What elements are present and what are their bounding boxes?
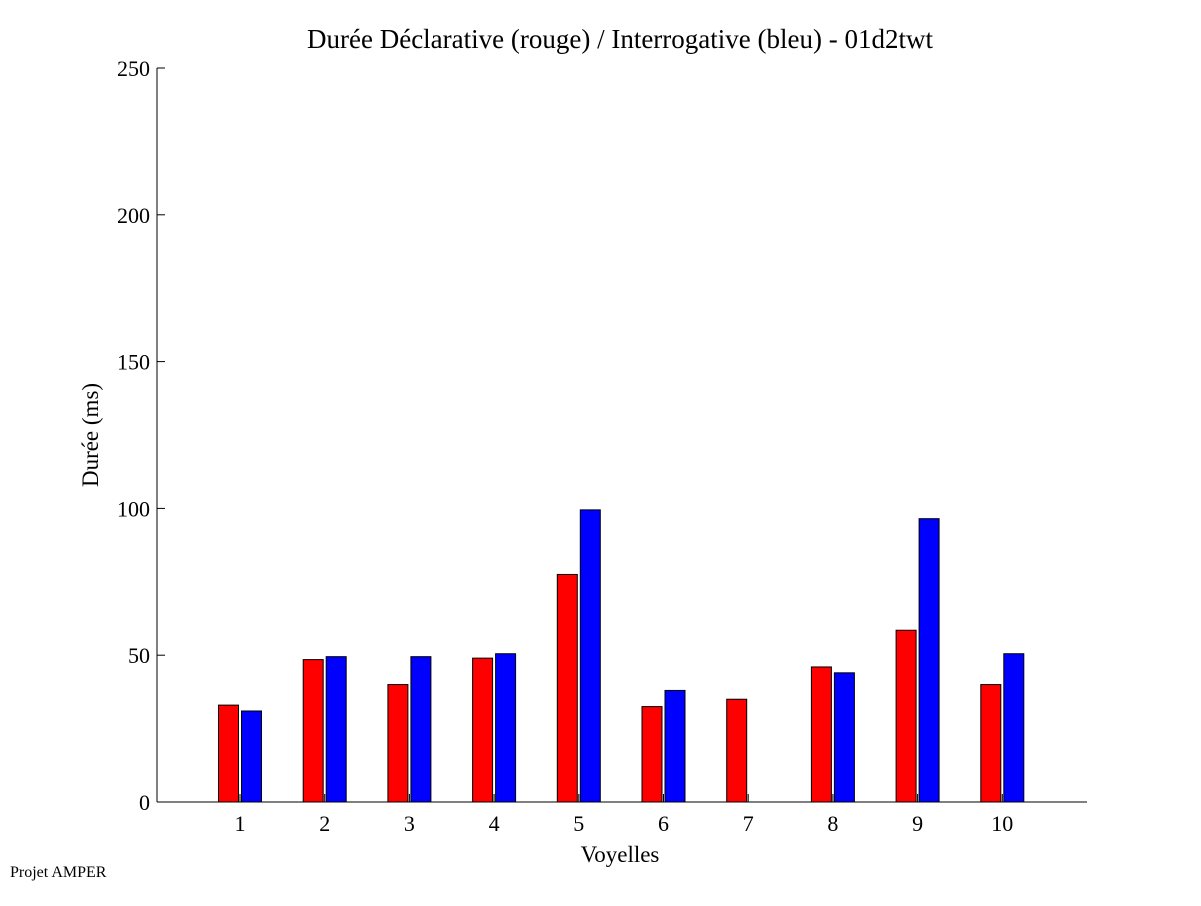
ticks-layer: 0 50 100 150 200 250 1 2 3 4 5 6 7 8 9 10 [117,56,1013,836]
bar-series2-cat10 [1003,653,1025,803]
bar-series2-cat1 [241,710,262,803]
bar-series1-cat4 [472,657,494,803]
x-tick-label-5: 5 [573,811,584,836]
x-tick-label-7: 7 [743,811,754,836]
x-tick-label-8: 8 [827,811,838,836]
bar-series1-cat2 [302,659,324,803]
bar-series2-cat9 [918,518,940,803]
x-tick-label-2: 2 [319,811,330,836]
bar-series2-cat4 [495,653,517,803]
x-tick-label-10: 10 [991,811,1013,836]
footer-note: Projet AMPER [10,864,107,881]
y-tick-label-0: 0 [139,790,150,815]
chart-title: Durée Déclarative (rouge) / Interrogativ… [307,24,933,54]
bar-series2-cat5 [579,509,601,803]
x-tick-label-3: 3 [404,811,415,836]
x-tick-label-9: 9 [912,811,923,836]
bar-series2-cat6 [664,689,686,803]
y-tick-label-50: 50 [128,643,150,668]
bar-series1-cat10 [980,684,1002,803]
x-tick-label-1: 1 [235,811,246,836]
y-tick-label-250: 250 [117,56,150,81]
x-tick-label-4: 4 [489,811,500,836]
bar-series1-cat3 [387,684,409,803]
bars-layer [218,509,1025,803]
y-tick-label-100: 100 [117,496,150,521]
bar-series1-cat5 [556,573,578,803]
bar-series1-cat9 [895,629,917,803]
y-axis-label: Durée (ms) [78,383,103,487]
bar-series1-cat7 [726,698,748,803]
bar-series2-cat3 [410,656,432,803]
bar-series1-cat1 [218,704,239,803]
bar-series1-cat8 [810,666,832,803]
bar-series2-cat8 [833,672,855,803]
axes-layer [156,68,1087,803]
bar-series1-cat6 [641,706,663,803]
x-tick-label-6: 6 [658,811,669,836]
bar-series2-cat2 [325,656,347,803]
x-axis-label: Voyelles [581,842,660,867]
y-tick-label-150: 150 [117,350,150,375]
y-tick-label-200: 200 [117,203,150,228]
